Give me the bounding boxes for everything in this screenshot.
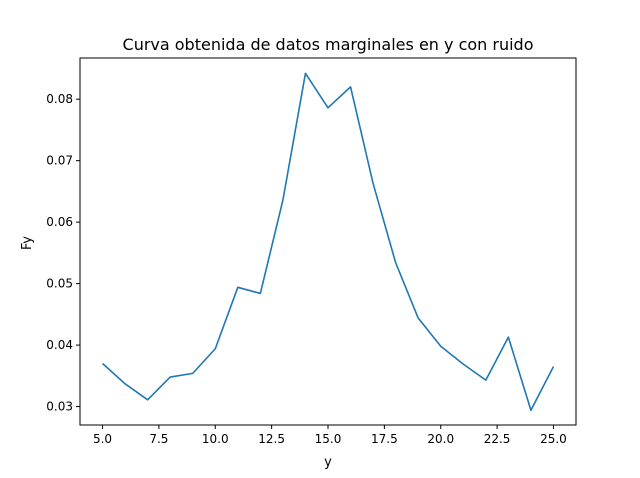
data-point — [372, 182, 375, 185]
x-tick-label: 12.5 — [258, 432, 285, 446]
x-tick-label: 20.0 — [427, 432, 454, 446]
y-tick-label: 0.03 — [46, 400, 73, 414]
x-tick-label: 7.5 — [149, 432, 168, 446]
y-tick-label: 0.04 — [46, 338, 73, 352]
data-point — [169, 376, 172, 379]
plot-area: 5.0 7.5 10.0 12.5 15.0 17.5 20.0 22.5 25.0 0.03 0.… — [46, 57, 577, 446]
data-point — [462, 363, 465, 366]
x-tick-label: 5.0 — [93, 432, 112, 446]
x-tick-label: 17.5 — [371, 432, 398, 446]
data-point — [214, 347, 217, 350]
x-axis-label: y — [324, 455, 332, 470]
chart-title: Curva obtenida de datos marginales en y … — [123, 35, 534, 54]
data-point — [146, 398, 149, 401]
data-point — [236, 286, 239, 289]
data-point — [552, 365, 555, 368]
data-point — [191, 372, 194, 375]
data-point — [327, 106, 330, 109]
y-tick-label: 0.05 — [46, 277, 73, 291]
data-point — [439, 345, 442, 348]
x-tick-label: 25.0 — [540, 432, 567, 446]
data-point — [124, 382, 127, 385]
x-tick-label: 15.0 — [315, 432, 342, 446]
data-point — [304, 72, 307, 75]
data-point — [529, 409, 532, 412]
series-line — [102, 72, 555, 412]
data-point — [101, 362, 104, 365]
data-point — [281, 199, 284, 202]
data-point — [259, 292, 262, 295]
y-axis-label: Fy — [20, 236, 35, 250]
data-point — [417, 317, 420, 320]
data-point — [484, 379, 487, 382]
x-tick-label: 22.5 — [484, 432, 511, 446]
data-point — [349, 85, 352, 88]
data-point — [394, 261, 397, 264]
y-tick-label: 0.07 — [46, 154, 73, 168]
x-tick-label: 10.0 — [202, 432, 229, 446]
y-tick-label: 0.06 — [46, 215, 73, 229]
y-tick-label: 0.08 — [46, 92, 73, 106]
data-point — [507, 336, 510, 339]
plot-frame — [79, 57, 577, 426]
